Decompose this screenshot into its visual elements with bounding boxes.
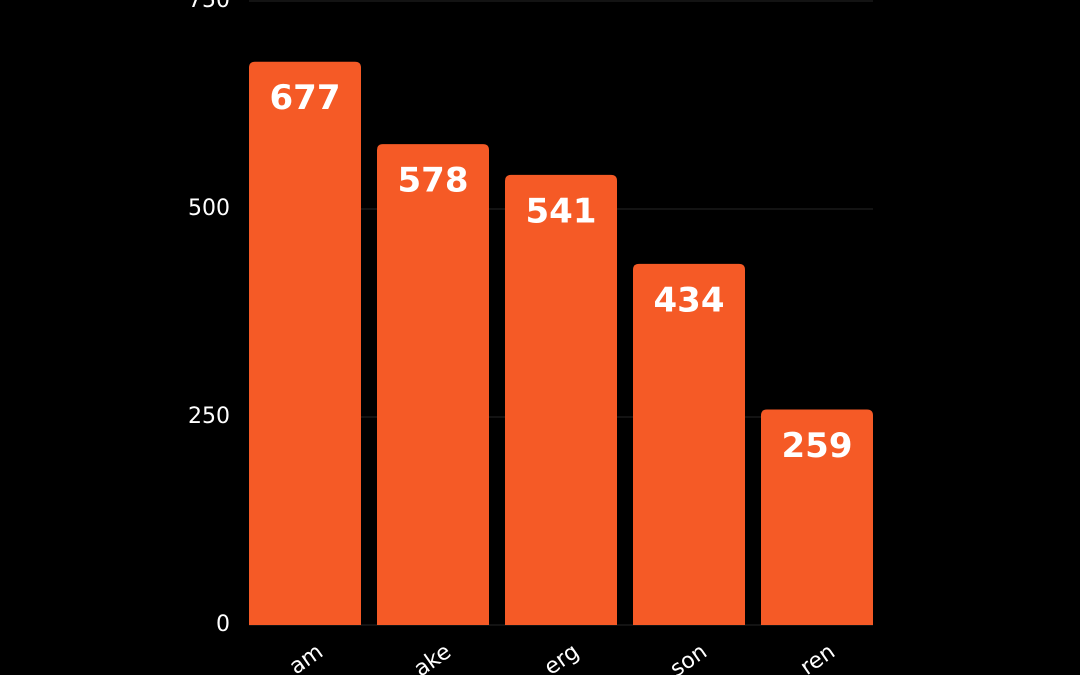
value-label: 541 xyxy=(526,191,597,231)
x-tick-label: erg xyxy=(540,639,584,675)
x-tick-label: ake xyxy=(410,639,456,675)
value-label: 677 xyxy=(270,78,341,118)
bar xyxy=(633,263,745,625)
bar xyxy=(505,174,617,625)
x-tick-label: am xyxy=(285,639,328,675)
bar xyxy=(761,409,873,625)
value-label: 434 xyxy=(654,280,725,320)
y-tick-label: 250 xyxy=(188,404,230,429)
value-label: 259 xyxy=(782,426,853,466)
y-tick-label: 0 xyxy=(216,612,230,637)
y-tick-label: 750 xyxy=(188,0,230,13)
value-label: 578 xyxy=(398,161,469,201)
y-tick-label: 500 xyxy=(188,196,230,221)
x-tick-label: ren xyxy=(796,639,840,675)
bar xyxy=(377,144,489,625)
bar xyxy=(249,61,361,625)
x-tick-label: son xyxy=(666,639,712,675)
